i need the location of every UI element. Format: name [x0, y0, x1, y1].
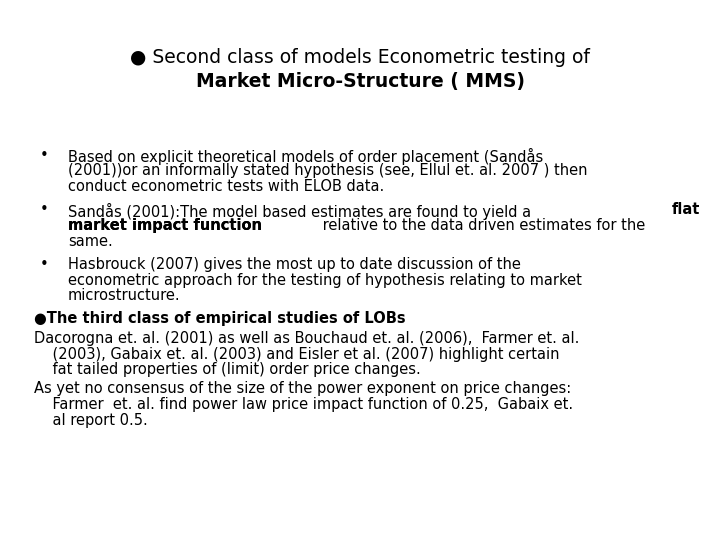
- Text: •: •: [40, 148, 49, 163]
- Text: Hasbrouck (2007) gives the most up to date discussion of the: Hasbrouck (2007) gives the most up to da…: [68, 257, 521, 272]
- Text: ●The third class of empirical studies of LOBs: ●The third class of empirical studies of…: [34, 312, 405, 327]
- Text: same.: same.: [68, 233, 113, 248]
- Text: Based on explicit theoretical models of order placement (Sandås: Based on explicit theoretical models of …: [68, 148, 544, 165]
- Text: As yet no consensus of the size of the power exponent on price changes:: As yet no consensus of the size of the p…: [34, 381, 571, 396]
- Text: Market Micro-Structure ( MMS): Market Micro-Structure ( MMS): [196, 72, 524, 91]
- Text: market impact function: market impact function: [68, 218, 262, 233]
- Text: •: •: [40, 257, 49, 272]
- Text: (2001))or an informally stated hypothesis (see, Ellul et. al. 2007 ) then: (2001))or an informally stated hypothesi…: [68, 164, 588, 179]
- Text: conduct econometric tests with ELOB data.: conduct econometric tests with ELOB data…: [68, 179, 384, 194]
- Text: microstructure.: microstructure.: [68, 288, 181, 303]
- Text: al report 0.5.: al report 0.5.: [34, 413, 148, 428]
- Text: Sandås (2001):The model based estimates are found to yield a: Sandås (2001):The model based estimates …: [68, 202, 536, 220]
- Text: econometric approach for the testing of hypothesis relating to market: econometric approach for the testing of …: [68, 273, 582, 287]
- Text: Dacorogna et. al. (2001) as well as Bouchaud et. al. (2006),  Farmer et. al.: Dacorogna et. al. (2001) as well as Bouc…: [34, 331, 580, 346]
- Text: (2003), Gabaix et. al. (2003) and Eisler et al. (2007) highlight certain: (2003), Gabaix et. al. (2003) and Eisler…: [34, 347, 559, 361]
- Text: flat: flat: [672, 202, 700, 218]
- Text: Farmer  et. al. find power law price impact function of 0.25,  Gabaix et.: Farmer et. al. find power law price impa…: [34, 397, 573, 412]
- Text: relative to the data driven estimates for the: relative to the data driven estimates fo…: [318, 218, 646, 233]
- Text: fat tailed properties of (limit) order price changes.: fat tailed properties of (limit) order p…: [34, 362, 420, 377]
- Text: ● Second class of models Econometric testing of: ● Second class of models Econometric tes…: [130, 48, 590, 67]
- Text: market impact function: market impact function: [68, 218, 262, 233]
- Text: •: •: [40, 202, 49, 218]
